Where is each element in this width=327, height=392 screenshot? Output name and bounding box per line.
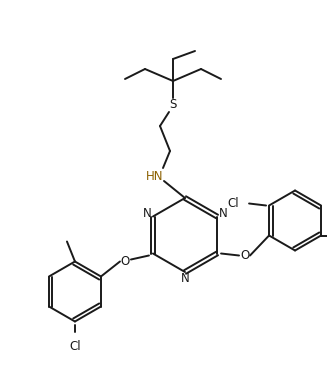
Text: Cl: Cl xyxy=(69,339,81,352)
Text: S: S xyxy=(169,98,177,111)
Text: Cl: Cl xyxy=(228,197,239,210)
Text: N: N xyxy=(219,207,228,220)
Text: N: N xyxy=(143,207,151,220)
Text: O: O xyxy=(240,249,250,262)
Text: O: O xyxy=(120,255,129,268)
Text: N: N xyxy=(181,272,189,285)
Text: HN: HN xyxy=(146,169,164,183)
